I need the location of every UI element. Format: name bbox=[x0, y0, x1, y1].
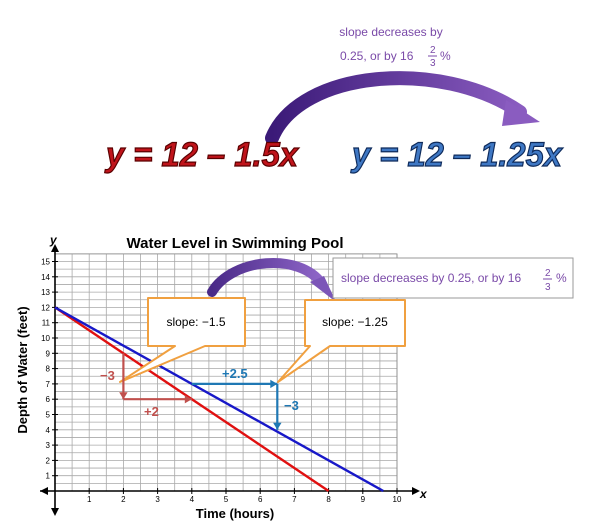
chart-arc-arrow bbox=[207, 257, 336, 302]
axes bbox=[40, 244, 420, 516]
y-tick-label: 8 bbox=[46, 365, 51, 374]
red-run-arrow-head bbox=[184, 395, 192, 404]
blue-rise-label: −3 bbox=[284, 398, 299, 413]
equation-left: y = 12 – 1.5x bbox=[104, 136, 300, 174]
y-axis-label: Depth of Water (feet) bbox=[15, 306, 30, 433]
callout-left-text: slope: −1.5 bbox=[166, 315, 225, 329]
x-tick-label: 4 bbox=[190, 495, 195, 504]
top-note-line2: 0.25, or by 16 bbox=[340, 49, 414, 63]
note-box: slope decreases by 0.25, or by 16 2 3 % bbox=[332, 257, 574, 299]
callout-right: slope: −1.25 bbox=[277, 299, 406, 383]
note-box-suffix: % bbox=[556, 271, 567, 285]
x-tick-label: 8 bbox=[326, 495, 331, 504]
y-tick-label: 12 bbox=[41, 303, 50, 312]
y-axis-arrow-up bbox=[51, 244, 59, 252]
y-axis-arrow-down bbox=[51, 508, 59, 516]
blue-run-arrow-head bbox=[270, 379, 278, 389]
y-tick-label: 13 bbox=[41, 288, 50, 297]
x-tick-label: 2 bbox=[121, 495, 126, 504]
y-tick-label: 4 bbox=[46, 426, 51, 435]
x-tick-label: 6 bbox=[258, 495, 263, 504]
slope-annotations: −3 +2 +2.5 −3 bbox=[100, 353, 299, 430]
x-tick-label: 3 bbox=[155, 495, 160, 504]
callout-left: slope: −1.5 bbox=[119, 297, 246, 383]
red-run-label: +2 bbox=[144, 404, 159, 419]
y-tick-label: 3 bbox=[46, 441, 51, 450]
top-note-suffix: % bbox=[440, 49, 451, 63]
y-tick-label: 5 bbox=[46, 411, 51, 420]
y-tick-label: 14 bbox=[41, 273, 50, 282]
note-box-frac-den: 3 bbox=[545, 282, 551, 293]
x-axis-letter: x bbox=[419, 487, 428, 501]
callout-right-text: slope: −1.25 bbox=[322, 315, 388, 329]
x-axis-label: Time (hours) bbox=[196, 506, 275, 521]
blue-rise-arrow-head bbox=[273, 422, 282, 430]
x-tick-label: 1 bbox=[87, 495, 92, 504]
chart-title: Water Level in Swimming Pool bbox=[127, 235, 344, 252]
y-tick-label: 10 bbox=[41, 334, 50, 343]
y-tick-label: 2 bbox=[46, 456, 51, 465]
red-rise-label: −3 bbox=[100, 368, 115, 383]
x-tick-label: 10 bbox=[393, 495, 402, 504]
x-axis-arrow-left bbox=[40, 487, 48, 495]
y-tick-label: 1 bbox=[46, 472, 51, 481]
x-axis-arrow-right bbox=[412, 487, 420, 495]
top-note: slope decreases by 0.25, or by 16 2 3 % bbox=[339, 25, 451, 69]
blue-run-label: +2.5 bbox=[222, 366, 248, 381]
red-rise-arrow-head bbox=[119, 392, 128, 400]
y-tick-label: 6 bbox=[46, 395, 51, 404]
note-box-frac-num: 2 bbox=[545, 268, 551, 279]
series-line-2 bbox=[54, 306, 384, 493]
note-box-text: slope decreases by 0.25, or by 16 bbox=[341, 271, 521, 285]
y-tick-label: 7 bbox=[46, 380, 51, 389]
x-tick-label: 9 bbox=[361, 495, 366, 504]
top-note-frac-num: 2 bbox=[430, 45, 436, 56]
y-axis-letter: y bbox=[49, 233, 58, 247]
x-tick-label: 5 bbox=[224, 495, 229, 504]
top-note-frac-den: 3 bbox=[430, 58, 436, 69]
top-note-line1: slope decreases by bbox=[339, 25, 442, 39]
top-arc-arrow bbox=[265, 71, 540, 145]
equation-right: y = 12 – 1.25x bbox=[350, 136, 564, 174]
x-tick-label: 7 bbox=[292, 495, 297, 504]
y-tick-label: 9 bbox=[46, 349, 51, 358]
y-tick-label: 15 bbox=[41, 258, 50, 267]
y-tick-label: 11 bbox=[42, 319, 51, 328]
